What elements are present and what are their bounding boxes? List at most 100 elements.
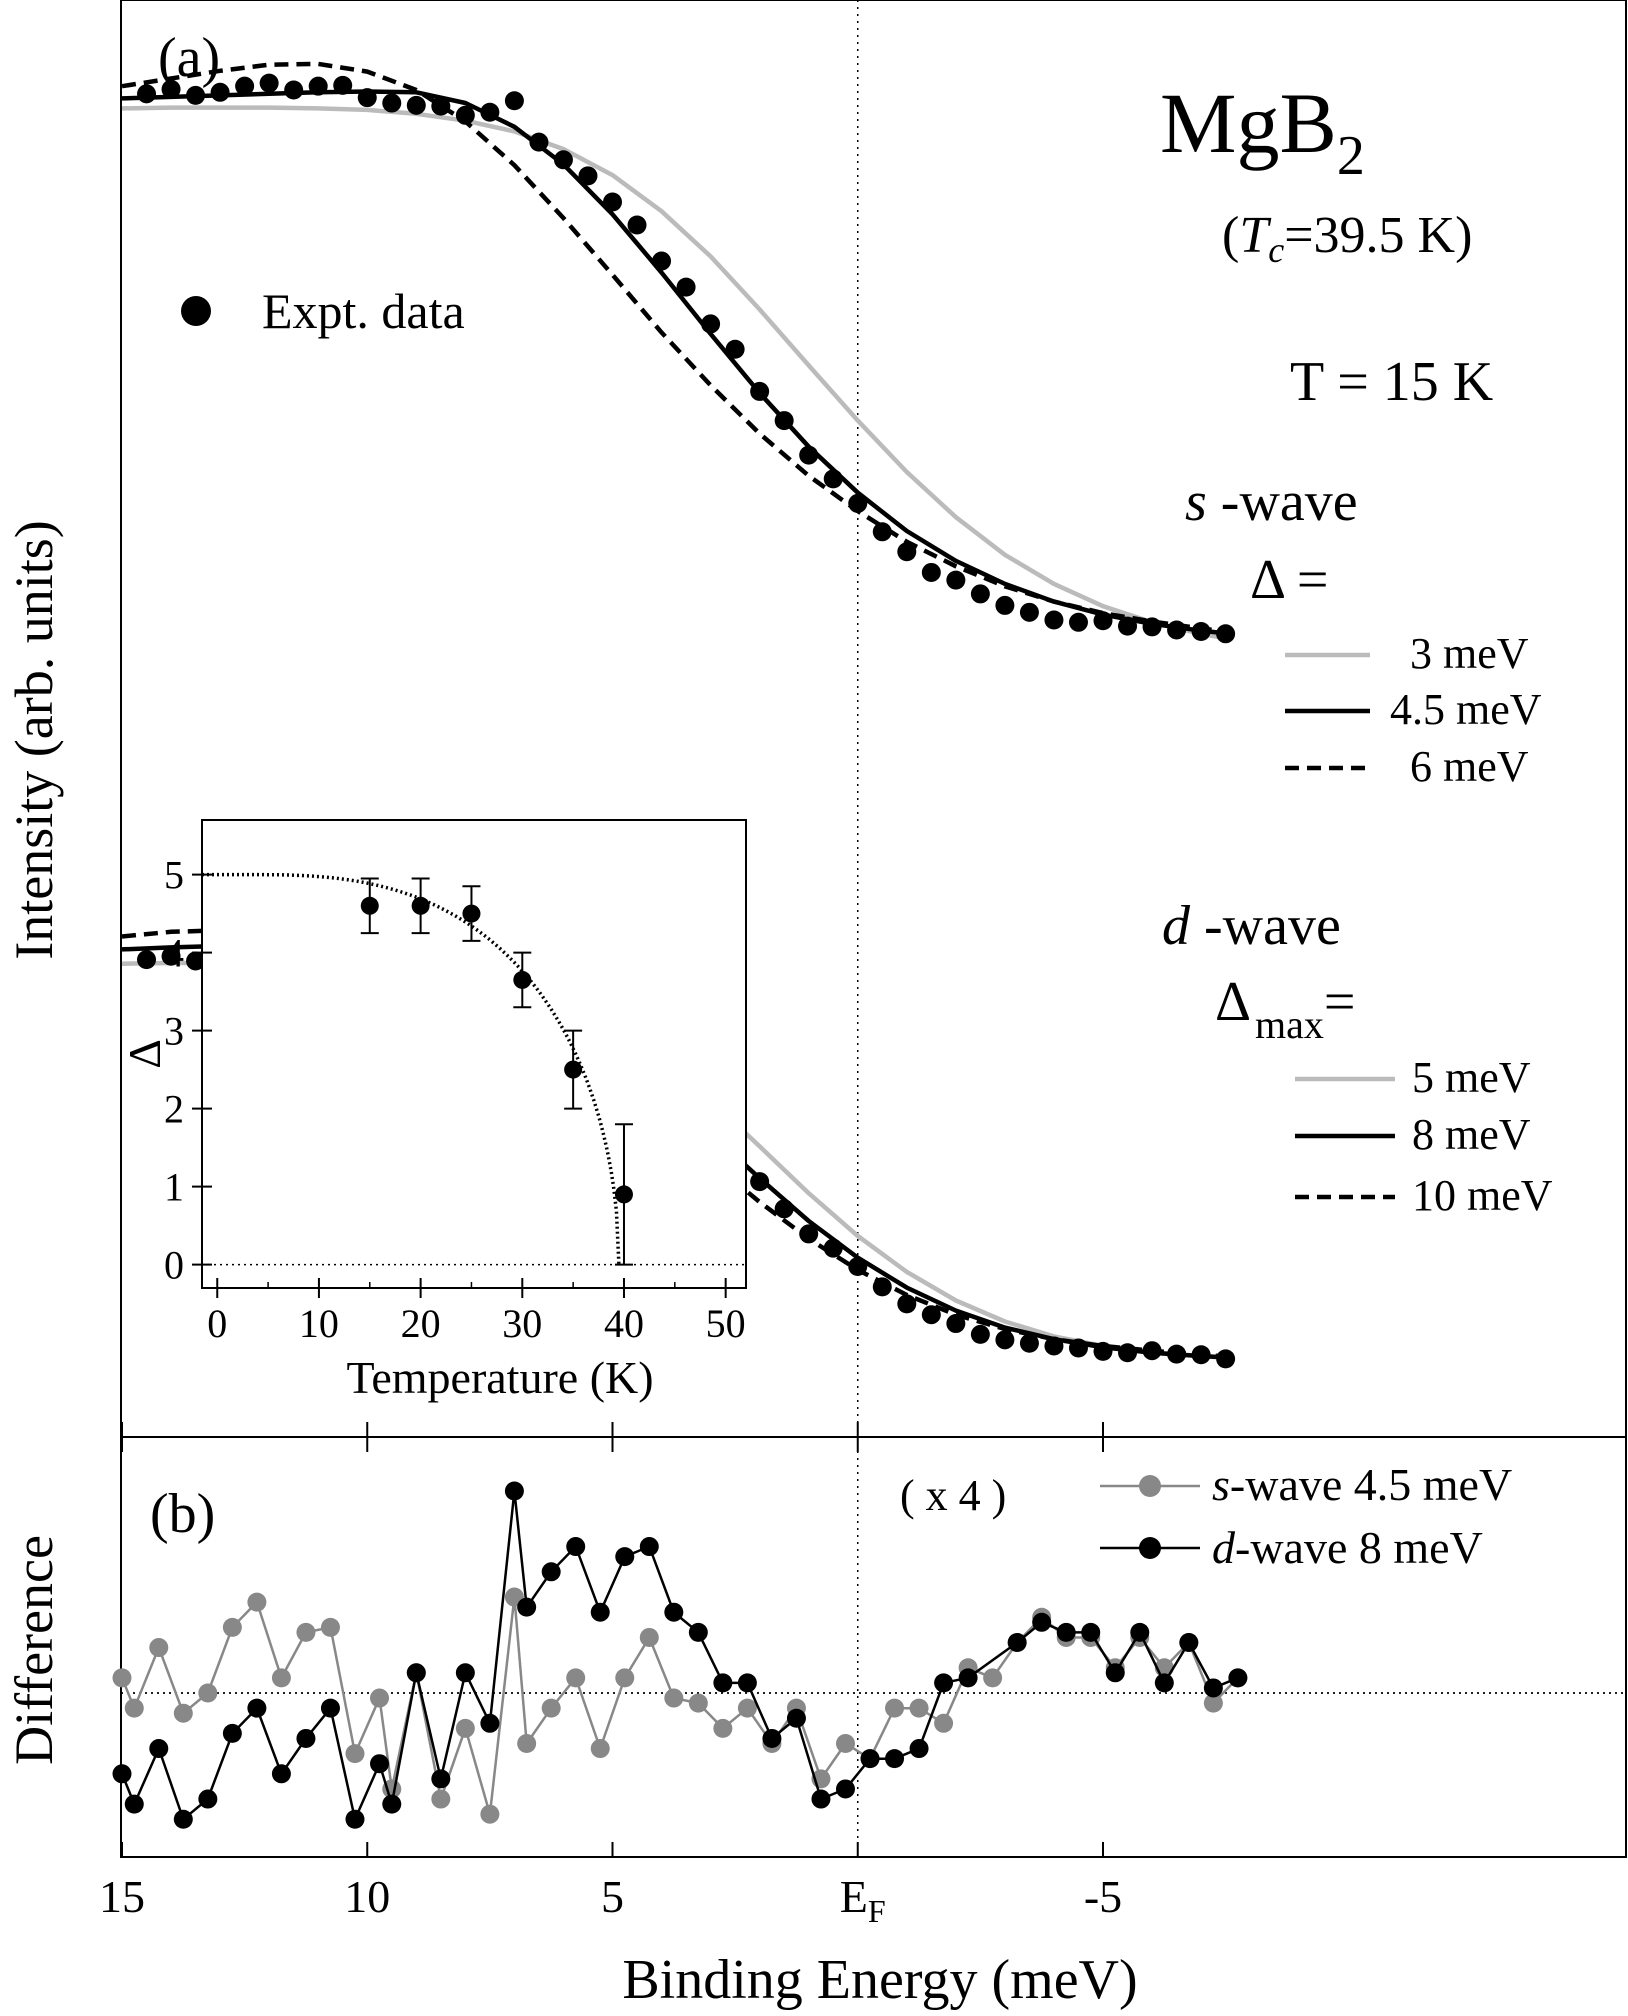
lower-data-point [799,1224,819,1244]
upper-data-point [161,79,181,99]
upper-data-point [186,85,206,105]
x-axis-label: Binding Energy (meV) [622,1949,1137,2011]
difference-point-0 [480,1804,500,1824]
difference-point-1 [173,1809,193,1829]
legend-d-label-2: 10 meV [1412,1171,1553,1220]
upper-data-point [603,192,622,212]
lower-data-point [946,1314,966,1334]
lower-data-point [1019,1333,1039,1353]
difference-point-0 [431,1789,451,1809]
x-tick-label: -5 [1084,1871,1122,1922]
difference-point-0 [885,1698,905,1718]
upper-data-point [701,314,721,334]
upper-data-point [357,88,377,108]
upper-data-point [529,132,549,152]
upper-data-point [382,93,402,113]
upper-data-point [995,595,1015,615]
difference-point-1 [370,1754,390,1774]
difference-point-1 [566,1537,586,1557]
upper-data-point [946,570,966,590]
upper-data-point [455,105,475,125]
lower-data-point [921,1305,941,1325]
difference-point-0 [983,1668,1003,1688]
difference-point-1 [1130,1622,1150,1642]
upper-data-point [799,445,819,465]
difference-point-0 [664,1688,684,1708]
difference-point-1 [149,1739,169,1759]
x-tick-label: 10 [344,1871,390,1922]
inset-y-tick-label: 1 [164,1165,184,1210]
lower-data-point [897,1294,917,1314]
temperature-label: T = 15 K [1290,351,1493,413]
difference-point-0 [345,1744,365,1764]
inset-data-point [462,904,481,923]
difference-point-1 [345,1809,365,1829]
difference-point-0 [247,1592,267,1612]
inset-data-point [360,896,379,915]
panel-a: (a) MgB2 (Tc=39.5 K) T = 15 K s -wave Δ … [121,0,1553,1437]
inset-x-tick-label: 20 [401,1301,441,1346]
upper-data-point [725,339,745,359]
inset-x-tick-label: 40 [604,1301,644,1346]
inset-data [202,872,746,1266]
difference-point-0 [271,1668,291,1688]
difference-point-1 [198,1789,218,1809]
inset-frame [201,819,747,1289]
difference-point-0 [541,1698,561,1718]
difference-point-0 [1203,1693,1223,1713]
difference-point-1 [271,1764,291,1784]
difference-point-0 [934,1713,954,1733]
x-tick-labels: 15 10 5 EF -5 [99,1871,1122,1929]
legend-s-label-2: 6 meV [1410,742,1529,791]
inset-data-point [513,970,532,989]
lower-data-point [1216,1349,1236,1369]
difference-point-0 [173,1703,193,1723]
legend-d-label-1: 8 meV [1412,1110,1531,1159]
upper-data-point [750,381,770,401]
upper-data-point [308,76,328,96]
upper-data-point [1019,602,1039,622]
difference-point-1 [1032,1612,1052,1632]
d-wave-heading: d -wave [1162,895,1341,957]
difference-point-1 [909,1739,929,1759]
difference-point-0 [615,1668,635,1688]
difference-point-0 [370,1688,390,1708]
panel-b-label: (b) [150,1483,215,1545]
lower-data-point [774,1199,794,1219]
upper-data-point [823,469,843,489]
panel-a-label: (a) [158,27,220,89]
panel-b-reference-lines [121,1437,1626,1857]
difference-point-1 [1179,1633,1199,1652]
lower-data-point [1118,1343,1138,1363]
lower-data-point [995,1330,1015,1350]
inset-x-tick-label: 30 [502,1301,542,1346]
difference-point-0 [296,1622,316,1642]
difference-point-1 [320,1698,340,1718]
lower-data-point [970,1324,990,1344]
y-axis-label-b: Difference [4,1535,64,1765]
upper-data-point [210,82,230,102]
difference-point-1 [811,1789,831,1809]
upper-data-point [897,542,917,562]
difference-point-0 [835,1734,855,1753]
difference-point-1 [1056,1622,1076,1642]
lower-data-point [161,946,181,966]
difference-point-0 [909,1698,929,1718]
difference-point-1 [296,1728,316,1748]
y-axis-label-a: Intensity (arb. units) [4,520,64,959]
inset-y-label: Δ [119,1039,170,1069]
lower-data-point [823,1238,843,1258]
upper-data-point [1093,611,1113,631]
legend-expt-label: Expt. data [262,283,465,339]
lower-data-point [1191,1345,1211,1365]
upper-data-point [235,76,255,96]
upper-data-point [1118,616,1138,636]
upper-data-point [578,166,598,186]
difference-point-1 [713,1673,733,1693]
difference-point-1 [112,1764,132,1784]
difference-point-1 [1105,1663,1125,1683]
s-wave-delta: Δ = [1250,549,1329,611]
difference-point-1 [382,1794,402,1814]
upper-data-point [504,91,524,111]
